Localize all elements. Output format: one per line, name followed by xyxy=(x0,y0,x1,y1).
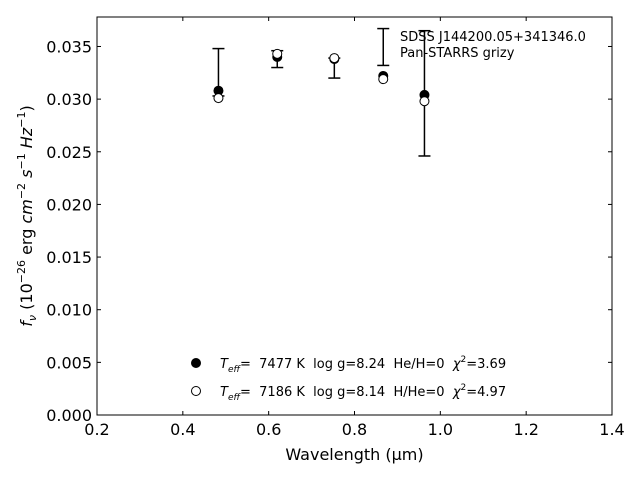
y-tick-label: 0.025 xyxy=(46,143,92,162)
model-point-db xyxy=(272,48,283,59)
x-axis-label: Wavelength (μm) xyxy=(285,445,423,464)
y-tick-label: 0.015 xyxy=(46,248,92,267)
plot-frame xyxy=(96,16,613,416)
x-tick-label: 1.4 xyxy=(599,420,624,439)
model-point-db xyxy=(419,96,430,107)
annotation-survey: Pan-STARRS grizy xyxy=(400,46,515,61)
axes: 0.2 0.4 0.6 0.8 1.0 1.2 1.4 0.000 0.005 0.010 0.01… xyxy=(46,17,625,439)
y-tick-label: 0.020 xyxy=(46,195,92,214)
legend: Teff= 7477 K log g=8.24 He/H=0 χ2=3.69 T… xyxy=(191,355,506,403)
x-tick-label: 0.8 xyxy=(342,420,367,439)
y-axis-label: fν (10−26 erg cm−2 s−1 Hz−1) xyxy=(15,105,39,326)
y-tick-label: 0.005 xyxy=(46,353,92,372)
x-tick-label: 0.2 xyxy=(84,420,109,439)
legend-marker-da xyxy=(191,358,201,368)
y-tick-label: 0.000 xyxy=(46,406,92,425)
annotation-object-name: SDSS J144200.05+341346.0 xyxy=(400,30,586,45)
x-tick-label: 0.6 xyxy=(256,420,281,439)
y-tick-label: 0.010 xyxy=(46,301,92,320)
model-point-db xyxy=(213,93,224,104)
legend-entry-da: Teff= 7477 K log g=8.24 He/H=0 χ2=3.69 xyxy=(220,355,506,375)
plot-background xyxy=(97,17,612,415)
x-tick-label: 1.0 xyxy=(428,420,453,439)
y-tick-label: 0.030 xyxy=(46,90,92,109)
model-point-db xyxy=(378,74,389,85)
legend-entry-db: Teff= 7186 K log g=8.14 H/He=0 χ2=4.97 xyxy=(220,383,506,403)
y-tick-label: 0.035 xyxy=(46,37,92,56)
chart-marks xyxy=(212,27,431,157)
model-point-db xyxy=(329,53,340,64)
x-tick-label: 0.4 xyxy=(170,420,195,439)
x-tick-label: 1.2 xyxy=(513,420,538,439)
legend-marker-db xyxy=(191,386,201,396)
